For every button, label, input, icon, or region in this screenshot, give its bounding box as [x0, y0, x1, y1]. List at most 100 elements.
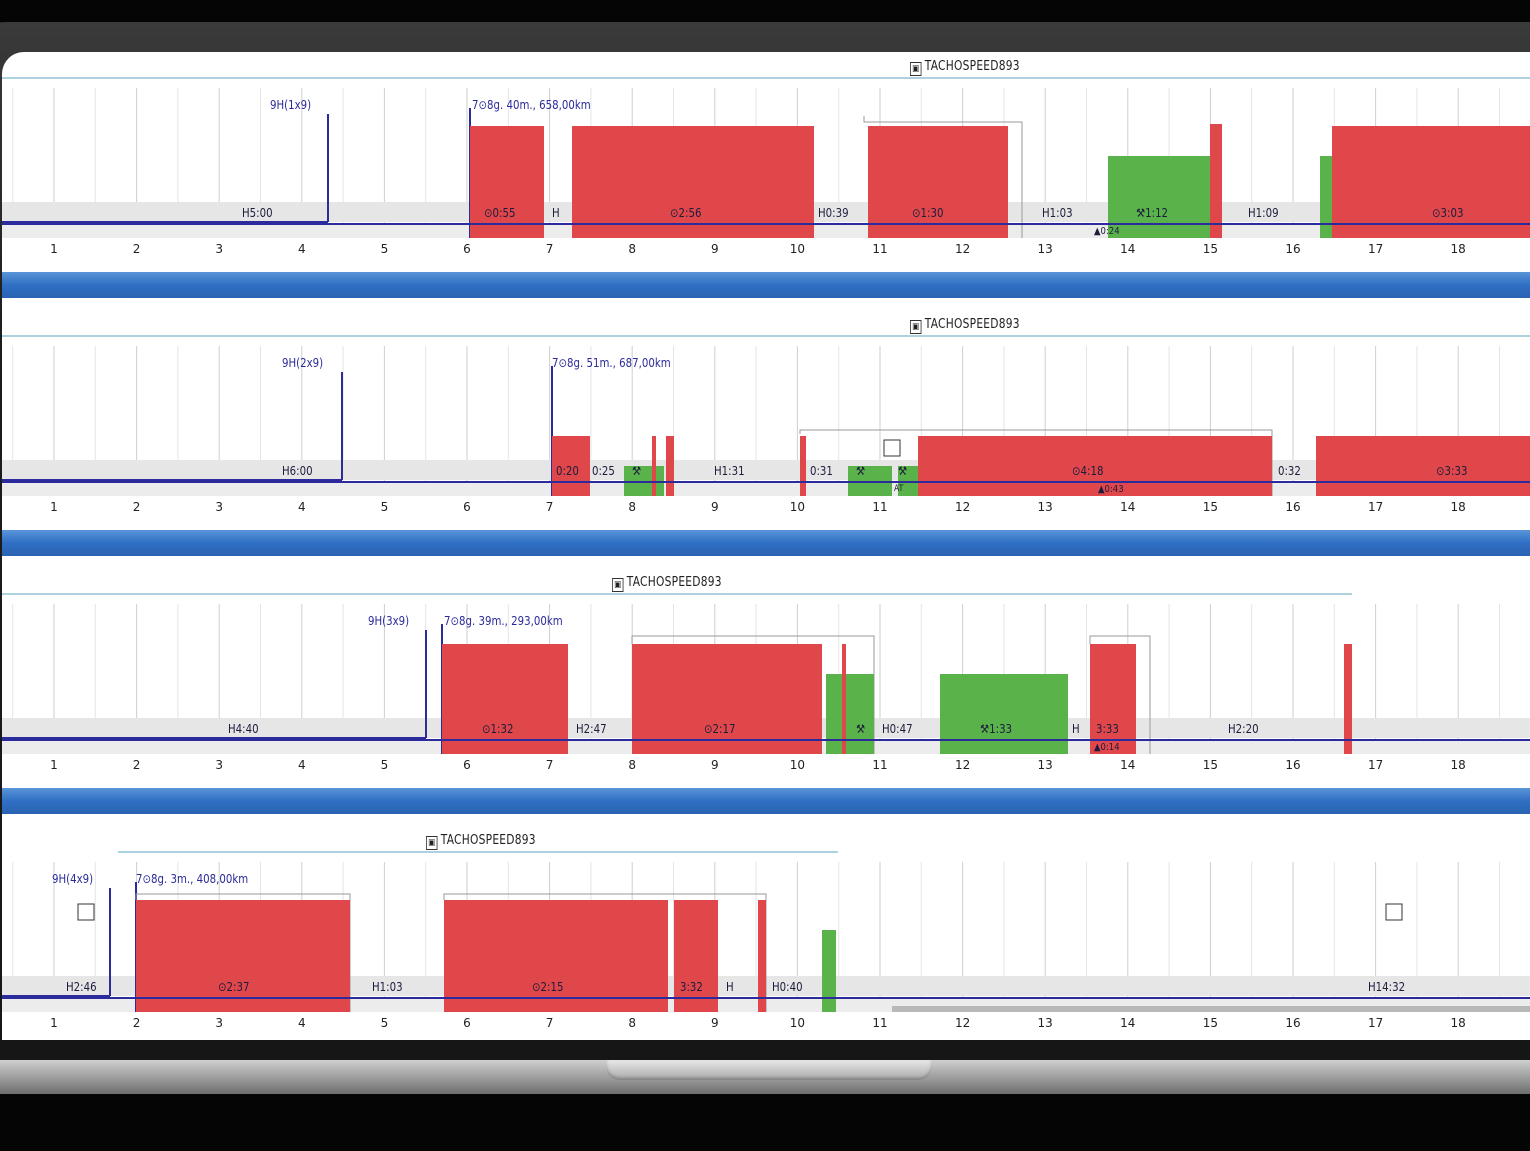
marker-box	[77, 903, 95, 921]
driving-block	[1090, 644, 1136, 754]
driving-block	[758, 900, 766, 1012]
hour-tick-label: 1	[50, 758, 58, 772]
trip-summary: 7⊙8g. 40m., 658,00km	[472, 98, 591, 112]
hour-tick-label: 10	[789, 1016, 806, 1030]
hour-tick-label: 2	[132, 242, 141, 256]
driving-block	[632, 644, 822, 754]
vehicle-title: ▣ TACHOSPEED893	[426, 833, 536, 850]
vehicle-title: ▣ TACHOSPEED893	[910, 59, 1020, 76]
driving-block	[868, 126, 1008, 238]
week-label: 9H(1x9)	[270, 98, 312, 112]
activity-label: ⚒	[898, 464, 908, 478]
day-separator	[2, 788, 1530, 814]
hour-tick-label: 17	[1367, 242, 1384, 256]
activity-label: H	[726, 980, 734, 994]
hour-tick-label: 1	[50, 500, 58, 514]
hour-tick-label: 7	[545, 758, 554, 772]
timeline-chart-4	[2, 851, 1530, 1012]
hour-tick-label: 1	[50, 1016, 58, 1030]
hour-tick-label: 4	[297, 758, 306, 772]
hour-tick-label: 1	[50, 242, 58, 256]
hour-tick-label: 18	[1450, 500, 1466, 514]
hour-tick-label: 18	[1450, 1016, 1466, 1030]
hour-tick-label: 16	[1285, 500, 1301, 514]
hour-tick-label: 11	[872, 500, 888, 514]
hour-tick-label: 3	[215, 500, 224, 514]
laptop-notch	[606, 1060, 932, 1080]
hour-tick-label: 5	[380, 500, 389, 514]
hour-tick-label: 2	[132, 500, 141, 514]
timeline-chart-3	[2, 593, 1530, 754]
hour-tick-label: 8	[628, 242, 637, 256]
activity-label: H2:47	[576, 722, 607, 736]
other-work-block	[1320, 156, 1332, 238]
hour-tick-label: 11	[872, 758, 888, 772]
activity-label: ▲0:14	[1094, 742, 1120, 753]
hour-tick-label: 5	[380, 1016, 389, 1030]
hour-tick-label: 11	[872, 1016, 888, 1030]
hour-tick-label: 12	[954, 758, 971, 772]
activity-label: ⊙1:30	[912, 206, 944, 220]
hour-tick-label: 4	[297, 242, 306, 256]
hour-tick-label: 5	[380, 758, 389, 772]
other-work-block	[1108, 156, 1210, 238]
activity-label: H0:47	[882, 722, 913, 736]
day-separator	[2, 530, 1530, 556]
activity-label: 0:32	[1278, 464, 1301, 478]
activity-label: 0:20	[556, 464, 579, 478]
activity-label: H	[552, 206, 560, 220]
activity-label: H1:09	[1248, 206, 1279, 220]
hour-tick-label: 6	[463, 1016, 471, 1030]
trip-summary: 7⊙8g. 3m., 408,00km	[136, 872, 249, 886]
hour-tick-label: 9	[710, 1016, 719, 1030]
activity-label: 0:31	[810, 464, 833, 478]
marker-box	[883, 439, 901, 457]
hour-tick-label: 17	[1367, 500, 1384, 514]
activity-label: ⊙3:03	[1432, 206, 1464, 220]
activity-label: ⊙1:32	[482, 722, 514, 736]
hour-tick-label: 3	[215, 242, 224, 256]
activity-label: ⊙2:37	[218, 980, 250, 994]
activity-label: ⊙2:56	[670, 206, 702, 220]
hour-tick-label: 4	[297, 1016, 306, 1030]
hour-tick-label: 8	[628, 758, 637, 772]
hour-tick-label: 11	[872, 242, 888, 256]
hour-tick-label: 13	[1037, 500, 1053, 514]
hour-tick-label: 14	[1120, 242, 1136, 256]
hour-tick-label: 2	[132, 758, 141, 772]
hour-tick-label: 2	[132, 1016, 141, 1030]
week-label: 9H(4x9)	[52, 872, 94, 886]
hour-tick-label: 7	[545, 242, 554, 256]
hour-tick-label: 17	[1367, 758, 1384, 772]
week-label: 9H(2x9)	[282, 356, 324, 370]
other-work-block	[826, 674, 874, 754]
activity-label: H1:03	[372, 980, 403, 994]
day-panel-3: ▣ TACHOSPEED893 9H(3x9) 7⊙8g. 39m., 293,0…	[2, 568, 1530, 824]
activity-label: ⊙3:33	[1436, 464, 1468, 478]
hour-tick-label: 13	[1037, 758, 1053, 772]
hour-tick-label: 9	[710, 242, 719, 256]
hour-tick-label: 16	[1285, 758, 1301, 772]
driving-block	[1316, 436, 1530, 496]
activity-label: ⚒	[632, 464, 642, 478]
hour-tick-label: 15	[1202, 1016, 1219, 1030]
activity-label: ⚒	[856, 464, 866, 478]
hour-tick-label: 3	[215, 1016, 224, 1030]
activity-label: AT	[894, 484, 904, 494]
hour-tick-label: 6	[463, 242, 471, 256]
hour-tick-label: 9	[710, 758, 719, 772]
hour-tick-label: 3	[215, 758, 224, 772]
driving-block	[666, 436, 674, 496]
driving-block	[674, 900, 718, 1012]
activity-label: H4:40	[228, 722, 259, 736]
activity-label: ⚒1:33	[980, 722, 1013, 736]
hour-tick-label: 18	[1450, 758, 1466, 772]
hour-tick-label: 13	[1037, 242, 1053, 256]
driving-block	[800, 436, 806, 496]
hour-tick-label: 16	[1285, 1016, 1301, 1030]
driving-block	[572, 126, 814, 238]
hour-tick-label: 14	[1120, 500, 1136, 514]
driving-block	[1344, 644, 1352, 754]
activity-label: 3:33	[1096, 722, 1119, 736]
timeline-chart-1	[2, 77, 1530, 238]
